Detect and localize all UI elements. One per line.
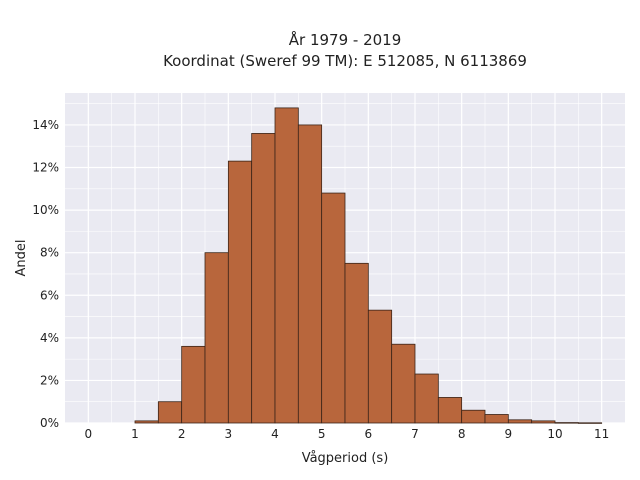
histogram-bar — [484, 414, 509, 424]
histogram-bar — [391, 343, 416, 424]
chart-title-line-1: År 1979 - 2019 — [289, 30, 402, 49]
histogram-bar — [251, 133, 276, 424]
y-tick-label: 6% — [40, 288, 59, 302]
histogram-bar — [181, 345, 206, 424]
x-tick-label: 4 — [271, 427, 279, 441]
histogram-bar — [414, 373, 439, 424]
histogram-bar — [297, 124, 323, 424]
histogram-bar — [577, 422, 603, 424]
x-axis-title: Vågperiod (s) — [302, 451, 389, 466]
x-tick-label: 1 — [131, 427, 139, 441]
y-tick-label: 2% — [40, 373, 59, 387]
y-axis-title: Andel — [14, 240, 29, 277]
x-tick-label: 5 — [318, 427, 326, 441]
y-tick-label: 0% — [40, 416, 59, 430]
histogram-bar — [461, 409, 486, 424]
histogram-bar — [507, 419, 533, 424]
y-tick-label: 4% — [40, 331, 59, 345]
chart-title-line-2: Koordinat (Sweref 99 TM): E 512085, N 61… — [163, 52, 527, 70]
grid-lines — [65, 93, 625, 424]
histogram-bar — [321, 192, 346, 424]
x-tick-label: 9 — [505, 427, 513, 441]
x-tick-label: 2 — [178, 427, 186, 441]
histogram-bar — [134, 420, 159, 424]
histogram-bar — [437, 397, 463, 424]
histogram-bar — [554, 422, 579, 424]
y-tick-label: 12% — [32, 161, 59, 175]
x-tick-label: 8 — [458, 427, 466, 441]
x-tick-label: 7 — [411, 427, 419, 441]
histogram-bar — [204, 252, 229, 424]
y-tick-label: 8% — [40, 246, 59, 260]
y-tick-label: 14% — [32, 118, 59, 132]
histogram-bar — [227, 160, 253, 424]
x-tick-label: 3 — [225, 427, 233, 441]
x-tick-label: 6 — [365, 427, 373, 441]
histogram-bar — [157, 401, 183, 424]
histogram-bar — [344, 262, 369, 424]
x-tick-label: 0 — [85, 427, 93, 441]
histogram-bar — [531, 420, 556, 424]
x-tick-label: 11 — [594, 427, 609, 441]
x-tick-label: 10 — [547, 427, 562, 441]
histogram-bar — [274, 107, 299, 424]
x-tick-labels: 0 1 2 3 4 5 6 7 8 9 10 11 — [85, 427, 610, 441]
y-tick-label: 10% — [32, 203, 59, 217]
y-tick-labels: 0% 2% 4% 6% 8% 10% 12% 14% — [32, 118, 59, 430]
bars — [134, 107, 603, 424]
histogram-bar — [367, 309, 393, 424]
